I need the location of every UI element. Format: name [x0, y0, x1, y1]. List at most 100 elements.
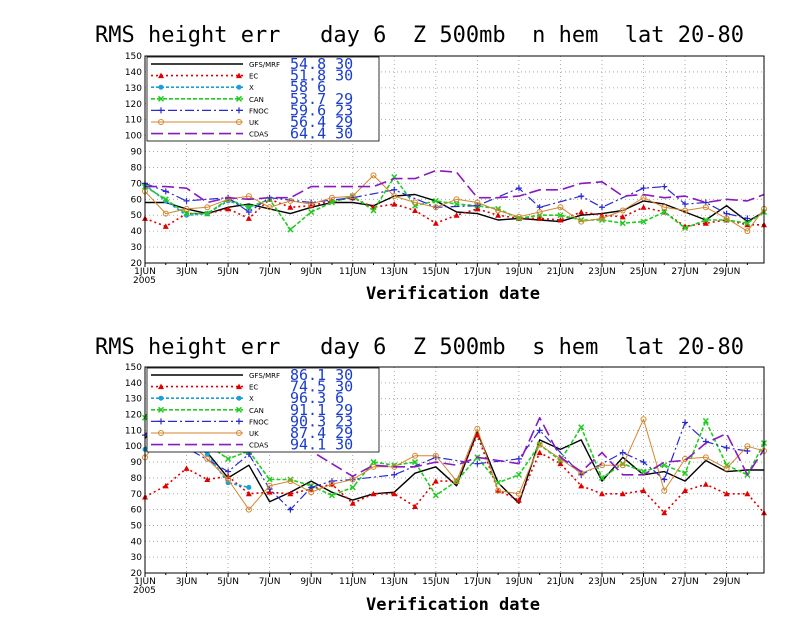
- legend-name-top-uk: UK: [249, 119, 259, 127]
- x-tick-top-5jun: 5JUN: [217, 267, 239, 277]
- data-point-top-uk-4: [225, 196, 232, 203]
- x-tick-bottom-27jun: 27JUN: [671, 577, 698, 587]
- legend-marker-right-bottom-ec: [236, 383, 242, 390]
- data-point-top-uk-17: [495, 207, 502, 214]
- data-point-bottom-ec-19: [536, 449, 543, 456]
- legend-marker-left-top-can: [157, 95, 165, 102]
- x-tick-top-1jun: 1JUN: [134, 267, 156, 277]
- legend-marker-right-bottom-x: [236, 395, 242, 401]
- data-point-top-uk-25: [661, 204, 668, 211]
- x-tick-top-27jun: 27JUN: [671, 267, 698, 277]
- data-point-top-uk-16: [474, 199, 481, 206]
- y-tick-top-20: 20: [131, 259, 143, 269]
- x-tick-top-29jun: 29JUN: [713, 267, 740, 277]
- data-point-top-uk-10: [349, 193, 356, 200]
- y-tick-bottom-80: 80: [131, 474, 143, 484]
- x-tick-top-25jun: 25JUN: [630, 267, 657, 277]
- data-point-top-can-26: [682, 224, 689, 231]
- data-point-bottom-uk-24: [640, 416, 647, 423]
- data-point-top-fnoc-20: [744, 215, 751, 222]
- y-tick-top-100: 100: [125, 132, 142, 142]
- data-point-bottom-ec-23: [619, 490, 626, 497]
- legend-stat-bottom-uk: 87.4 29: [290, 424, 353, 442]
- data-point-bottom-uk-28: [723, 465, 730, 472]
- legend-marker-left-top-uk: [158, 119, 164, 125]
- data-point-bottom-ec-24: [640, 487, 647, 494]
- data-point-bottom-uk-15: [453, 478, 460, 485]
- data-point-top-uk-9: [328, 194, 335, 201]
- data-point-top-ec-27: [702, 220, 709, 226]
- data-point-bottom-uk-3: [204, 455, 211, 462]
- data-point-top-ec-12: [391, 201, 398, 207]
- data-point-bottom-can-22: [598, 474, 606, 481]
- data-point-bottom-can-14: [432, 492, 439, 499]
- x-tick-bottom-15jun: 15JUN: [422, 577, 449, 587]
- y-tick-bottom-120: 120: [125, 411, 142, 421]
- chart-title-top: RMS height err day 6 Z 500mb n hem lat 2…: [95, 23, 744, 48]
- data-point-top-uk-3: [204, 204, 211, 211]
- data-point-bottom-ec-21: [578, 482, 585, 489]
- x-tick-bottom-9jun: 9JUN: [300, 577, 322, 587]
- data-point-bottom-uk-18: [515, 490, 522, 497]
- x-tick-top-9jun: 9JUN: [300, 267, 322, 277]
- data-point-bottom-uk-9: [328, 481, 335, 488]
- x-tick-top-21jun: 21JUN: [547, 267, 574, 277]
- x-tick-bottom-7jun: 7JUN: [259, 577, 281, 587]
- data-point-bottom-uk-14: [432, 452, 439, 459]
- y-tick-bottom-40: 40: [131, 537, 143, 547]
- data-point-bottom-ec-10: [349, 500, 356, 506]
- data-point-bottom-ec-1: [162, 482, 169, 489]
- x-tick-top-19jun: 19JUN: [505, 267, 532, 277]
- data-point-bottom-ec-2: [183, 465, 190, 471]
- data-point-top-uk-29: [744, 228, 751, 235]
- x-year-label-bottom: 2005: [133, 586, 156, 596]
- legend-stat-bottom-x: 96.3 6: [290, 389, 344, 407]
- data-point-top-can-24: [640, 218, 647, 225]
- data-point-top-uk-19: [536, 209, 543, 216]
- data-point-bottom-uk-23: [619, 462, 626, 469]
- legend-stat-top-fnoc: 59.6 23: [290, 101, 353, 119]
- data-point-bottom-uk-7: [287, 478, 294, 485]
- data-point-top-can-23: [619, 220, 626, 227]
- data-point-top-can-9: [328, 199, 335, 206]
- y-tick-bottom-50: 50: [131, 521, 143, 531]
- data-point-top-can-25: [661, 209, 668, 216]
- data-point-top-ec-5: [245, 215, 252, 221]
- data-point-top-fnoc-1: [162, 188, 169, 195]
- data-point-bottom-can-6: [266, 476, 273, 483]
- legend-stat-bottom-can: 91.1 29: [290, 401, 353, 419]
- legend-stat-top-gfs-mrf: 54.8 30: [290, 55, 353, 73]
- series-line-bottom-fnoc: [144, 407, 748, 511]
- data-point-top-fnoc-13: [578, 193, 585, 200]
- y-tick-top-40: 40: [131, 227, 143, 237]
- data-point-top-can-8: [308, 209, 315, 216]
- x-tick-bottom-19jun: 19JUN: [505, 577, 532, 587]
- data-point-top-can-28: [723, 216, 730, 224]
- legend-name-bottom-x: X: [249, 395, 254, 403]
- y-tick-bottom-150: 150: [125, 363, 142, 373]
- legend-stat-bottom-fnoc: 90.3 23: [290, 412, 353, 430]
- data-point-bottom-ec-22: [598, 490, 605, 497]
- legend-marker-right-top-fnoc: [236, 107, 242, 114]
- data-point-bottom-x-5: [246, 484, 252, 490]
- data-point-top-uk-18: [515, 213, 522, 220]
- data-point-top-ec-15: [453, 212, 460, 218]
- data-point-top-can-7: [287, 226, 294, 233]
- x-tick-bottom-3jun: 3JUN: [176, 577, 198, 587]
- series-line-top-fnoc: [144, 182, 748, 219]
- legend-marker-left-top-x: [158, 84, 164, 90]
- data-point-bottom-can-10: [349, 484, 356, 491]
- legend-marker-left-top-fnoc: [158, 107, 164, 114]
- data-point-top-fnoc-8: [391, 186, 398, 193]
- y-tick-bottom-30: 30: [131, 553, 143, 563]
- data-point-bottom-can-9: [328, 492, 335, 499]
- data-point-top-ec-14: [432, 220, 439, 226]
- y-tick-top-90: 90: [131, 148, 143, 158]
- legend-name-bottom-cdas: CDAS: [249, 442, 269, 450]
- data-point-top-fnoc-2: [183, 197, 190, 204]
- data-point-bottom-uk-4: [225, 476, 232, 483]
- data-point-bottom-uk-19: [536, 441, 543, 448]
- y-tick-top-120: 120: [125, 100, 142, 110]
- x-tick-top-17jun: 17JUN: [464, 267, 491, 277]
